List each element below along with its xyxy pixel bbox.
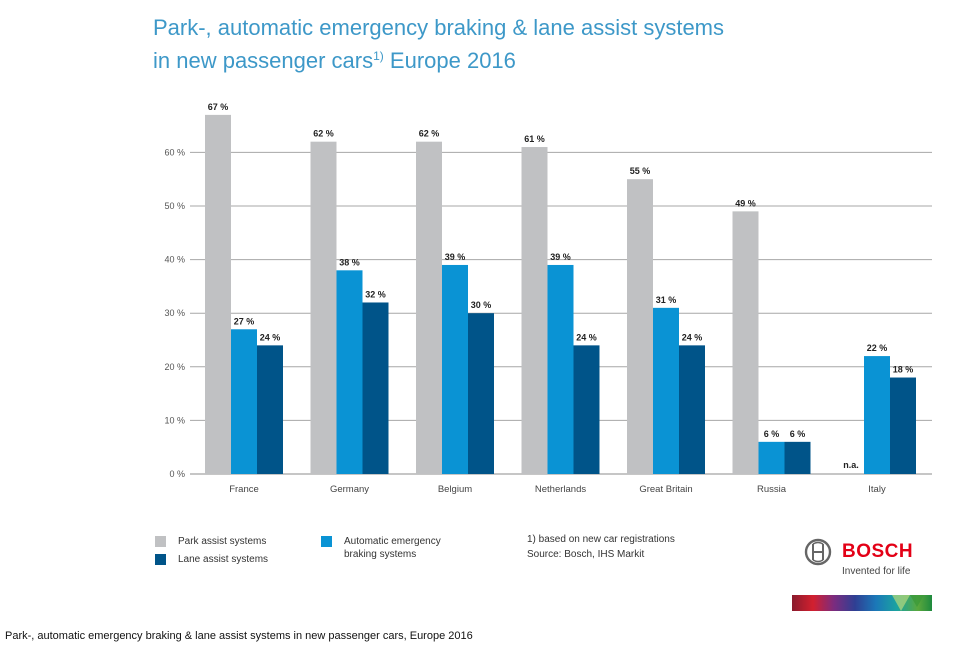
bar <box>521 147 548 475</box>
bar <box>864 356 890 474</box>
bosch-tagline: Invented for life <box>842 566 911 577</box>
data-label: 39 % <box>550 252 571 262</box>
data-label: 62 % <box>419 129 440 139</box>
x-tick-label: France <box>229 484 259 495</box>
y-tick-label: 10 % <box>164 415 185 425</box>
bar-chart: 0 % 10 % 20 % 30 % 40 % 50 % 60 % 67 % 27 % 24 % F… <box>164 102 932 495</box>
x-tick-label: Russia <box>757 484 787 495</box>
x-tick-label: Netherlands <box>535 484 586 495</box>
data-label: 22 % <box>867 343 888 353</box>
x-tick-label: Germany <box>330 484 369 495</box>
bar <box>416 141 442 474</box>
title-line-2: in new passenger cars1) Europe 2016 <box>153 42 873 75</box>
x-tick-label: Great Britain <box>639 484 692 495</box>
data-label: n.a. <box>843 460 859 470</box>
data-label: 39 % <box>445 252 466 262</box>
data-label: 31 % <box>656 295 677 305</box>
legend-label-lane: Lane assist systems <box>178 554 269 565</box>
bar <box>231 329 257 474</box>
legend-swatch-park <box>155 536 166 547</box>
bosch-armature-icon <box>804 538 832 566</box>
bar <box>758 441 785 474</box>
title-line-2-text: in new passenger cars <box>153 48 374 73</box>
y-tick-label: 20 % <box>164 362 185 372</box>
x-tick-label: Belgium <box>438 484 472 495</box>
data-label: 49 % <box>735 198 756 208</box>
bar <box>653 307 679 474</box>
y-tick-label: 30 % <box>164 308 185 318</box>
bar <box>442 264 468 474</box>
legend-swatch-aeb <box>321 536 332 547</box>
data-label: 55 % <box>630 166 651 176</box>
data-label: 38 % <box>339 257 360 267</box>
bar <box>732 211 759 475</box>
chart-title: Park-, automatic emergency braking & lan… <box>153 14 873 75</box>
page-caption: Park-, automatic emergency braking & lan… <box>5 630 473 642</box>
data-label: 6 % <box>790 429 806 439</box>
bar <box>257 345 283 474</box>
data-label: 62 % <box>313 129 334 139</box>
bar <box>573 345 600 474</box>
legend-label-aeb-1: Automatic emergency <box>344 536 441 547</box>
bar <box>205 114 231 474</box>
bar <box>784 441 811 474</box>
data-label: 24 % <box>576 332 597 342</box>
bosch-wordmark: BOSCH <box>842 541 914 562</box>
bar <box>310 141 337 474</box>
title-line-2-suffix: Europe 2016 <box>383 48 516 73</box>
bar <box>890 377 916 474</box>
title-footnote-mark: 1) <box>373 49 384 63</box>
data-label: 32 % <box>365 289 386 299</box>
footnote-registrations: 1) based on new car registrations <box>527 534 675 545</box>
legend-label-park: Park assist systems <box>178 536 267 547</box>
data-label: 67 % <box>208 102 229 112</box>
legend-label-aeb-2: braking systems <box>344 549 417 560</box>
footnote-source: Source: Bosch, IHS Markit <box>527 549 645 560</box>
legend-swatch-lane <box>155 554 166 565</box>
title-line-1: Park-, automatic emergency braking & lan… <box>153 15 725 40</box>
data-label: 6 % <box>764 429 780 439</box>
brand-color-bar <box>792 595 932 611</box>
bar <box>362 302 389 474</box>
data-label: 18 % <box>893 365 914 375</box>
data-label: 24 % <box>260 332 281 342</box>
y-tick-label: 60 % <box>164 147 185 157</box>
data-label: 27 % <box>234 316 255 326</box>
y-tick-label: 0 % <box>169 469 185 479</box>
bar <box>547 264 574 474</box>
bar <box>336 270 363 474</box>
y-tick-label: 40 % <box>164 255 185 265</box>
data-label: 61 % <box>524 134 545 144</box>
x-tick-label: Italy <box>868 484 886 495</box>
y-tick-label: 50 % <box>164 201 185 211</box>
data-label: 30 % <box>471 300 492 310</box>
bar <box>468 313 494 474</box>
bar <box>627 179 653 474</box>
data-label: 24 % <box>682 332 703 342</box>
bar <box>679 345 705 474</box>
